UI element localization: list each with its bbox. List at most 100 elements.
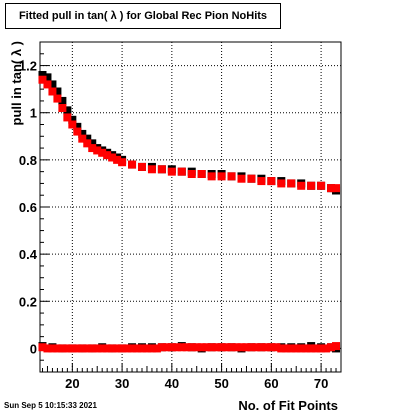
- data-point: [177, 167, 186, 176]
- data-point: [98, 344, 107, 353]
- data-point: [277, 344, 286, 353]
- data-point: [327, 343, 336, 352]
- data-point: [172, 343, 181, 352]
- data-point: [118, 344, 127, 353]
- data-point: [113, 344, 122, 353]
- data-point: [43, 73, 52, 82]
- data-point: [272, 343, 281, 352]
- timestamp: Sun Sep 5 10:15:33 2021: [4, 401, 97, 410]
- data-point: [207, 172, 216, 181]
- data-point: [108, 344, 117, 353]
- data-point: [133, 344, 142, 353]
- data-point: [83, 344, 92, 353]
- data-point: [73, 344, 82, 353]
- data-point: [192, 343, 201, 352]
- data-point: [63, 113, 72, 122]
- data-point: [182, 343, 191, 352]
- data-point: [197, 170, 206, 178]
- x-tick-label: 20: [65, 376, 79, 391]
- data-point: [128, 160, 137, 169]
- data-point: [322, 344, 331, 353]
- data-point: [217, 172, 226, 181]
- data-point: [287, 179, 296, 188]
- data-point: [167, 343, 176, 352]
- data-point: [118, 158, 127, 167]
- data-point: [197, 343, 206, 352]
- data-point: [137, 344, 146, 353]
- data-point: [242, 343, 251, 352]
- data-point: [58, 104, 67, 112]
- data-point: [257, 177, 266, 186]
- axes: 20 30 40 50 60 70 0 0.2 0.4 0.6 0.8 1 1.2: [19, 41, 337, 391]
- data-point: [48, 344, 57, 353]
- data-point: [312, 344, 321, 353]
- data-point: [88, 344, 97, 353]
- data-point: [58, 96, 67, 105]
- data-point: [187, 170, 196, 178]
- data-point: [212, 343, 221, 352]
- chart-title: Fitted pull in tan( λ ) for Global Rec P…: [18, 10, 268, 22]
- data-point: [83, 139, 92, 148]
- data-point: [187, 343, 196, 352]
- data-point: [287, 344, 296, 353]
- data-point: [292, 344, 301, 353]
- data-point: [262, 343, 271, 352]
- data-point: [128, 344, 137, 353]
- data-point: [73, 127, 82, 136]
- data-point: [113, 155, 122, 164]
- data-point: [63, 344, 72, 353]
- data-point: [78, 134, 87, 143]
- data-point: [83, 134, 92, 143]
- data-point: [48, 80, 57, 89]
- data-point: [68, 120, 77, 129]
- data-point: [137, 162, 146, 171]
- x-tick-label: 30: [115, 376, 129, 391]
- y-tick-label: 0.8: [19, 153, 37, 168]
- data-point: [68, 115, 77, 124]
- y-axis-label: pull in tan( λ ): [9, 41, 24, 126]
- data-point: [167, 167, 176, 176]
- data-point: [63, 106, 72, 115]
- data-point: [222, 343, 231, 352]
- data-point: [202, 343, 211, 352]
- data-point: [157, 165, 166, 174]
- data-point: [48, 87, 57, 96]
- data-point: [247, 174, 256, 183]
- data-point: [58, 344, 67, 353]
- data-point: [38, 343, 47, 352]
- data-point: [302, 344, 311, 353]
- y-tick-label: 0.4: [19, 247, 38, 262]
- x-tick-label: 50: [214, 376, 228, 391]
- chart-title-box: Fitted pull in tan( λ ) for Global Rec P…: [5, 3, 281, 29]
- data-point: [147, 165, 156, 174]
- data-point: [317, 344, 326, 353]
- data-points: [38, 71, 341, 353]
- grid-lines: [40, 42, 341, 372]
- y-tick-label: 0.2: [19, 294, 37, 309]
- data-point: [327, 184, 336, 193]
- data-point: [103, 344, 112, 353]
- data-point: [53, 87, 62, 96]
- data-point: [103, 151, 112, 160]
- data-point: [247, 343, 256, 352]
- data-point: [38, 71, 47, 79]
- y-tick-label: 1.2: [19, 59, 37, 74]
- data-point: [43, 80, 52, 89]
- data-point: [88, 139, 97, 148]
- x-tick-label: 60: [264, 376, 278, 391]
- data-point: [142, 344, 151, 353]
- data-point: [53, 344, 62, 353]
- data-point: [267, 343, 276, 352]
- data-point: [98, 148, 107, 157]
- data-point: [43, 344, 52, 353]
- data-point: [232, 343, 241, 352]
- y-tick-label: 0.6: [19, 200, 37, 215]
- data-point: [93, 146, 102, 155]
- data-point: [177, 343, 186, 352]
- data-point: [307, 181, 316, 190]
- data-point: [147, 344, 156, 353]
- data-point: [277, 179, 286, 188]
- data-point: [152, 344, 161, 353]
- data-point: [207, 343, 216, 352]
